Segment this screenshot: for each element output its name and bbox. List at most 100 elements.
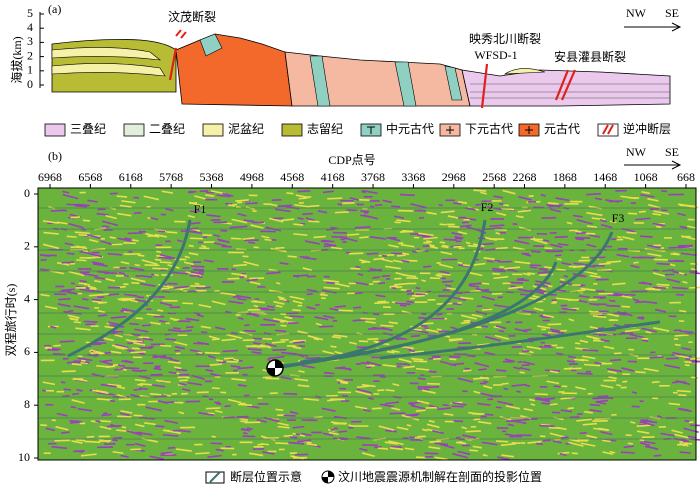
seismic-stroke <box>67 291 78 295</box>
seismic-stroke <box>60 431 70 434</box>
seismic-stroke <box>321 289 337 294</box>
seismic-stroke <box>209 363 223 367</box>
seismic-stroke <box>306 442 318 447</box>
faults <box>67 219 661 370</box>
seismic-stroke <box>414 291 428 295</box>
seismic-stroke <box>273 317 288 323</box>
seismic-stroke <box>160 356 173 359</box>
seismic-stroke <box>118 271 126 275</box>
seismic-stroke <box>484 236 497 241</box>
seismic-stroke <box>120 261 130 265</box>
legend-symbol <box>525 126 533 134</box>
seismic-stroke <box>112 436 123 440</box>
seismic-stroke <box>62 193 79 200</box>
y-tick-label: 10 <box>18 450 30 464</box>
seismic-stroke <box>251 300 265 304</box>
seismic-stroke <box>687 225 697 230</box>
seismic-stroke <box>576 372 593 375</box>
seismic-stroke <box>137 383 143 387</box>
seismic-stroke <box>262 375 272 379</box>
seismic-stroke <box>596 399 609 403</box>
x-tick-label: 6968 <box>38 170 62 184</box>
seismic-stroke <box>438 204 443 207</box>
seismic-stroke <box>81 297 89 301</box>
seismic-stroke <box>293 223 304 226</box>
seismic-stroke <box>126 430 143 436</box>
seismic-stroke <box>446 287 457 291</box>
seismic-stroke <box>521 364 531 367</box>
seismic-stroke <box>457 377 473 383</box>
seismic-stroke <box>362 444 378 447</box>
legend-swatch <box>44 123 66 137</box>
seismic-stroke <box>435 274 443 278</box>
seismic-stroke <box>486 260 494 263</box>
seismic-stroke <box>517 209 532 213</box>
seismic-stroke <box>115 346 125 350</box>
seismic-stroke <box>246 312 252 316</box>
seismic-stroke <box>264 238 272 242</box>
seismic-stroke <box>441 280 454 283</box>
seismic-stroke <box>289 436 298 439</box>
seismic-stroke <box>116 195 128 198</box>
seismic-stroke <box>363 408 371 413</box>
y-tick-label: 0 <box>24 186 30 200</box>
seismic-stroke <box>297 217 304 220</box>
seismic-stroke <box>80 359 86 362</box>
seismic-stroke <box>549 243 563 249</box>
seismic-stroke <box>86 435 95 438</box>
seismic-stroke <box>523 407 534 412</box>
seismic-stroke <box>117 212 132 217</box>
seismic-stroke <box>627 249 640 253</box>
seismic-stroke <box>413 360 428 363</box>
fault-label: F1 <box>194 202 207 216</box>
seismic-stroke <box>579 339 589 344</box>
seismic-stroke <box>649 207 660 211</box>
seismic-stroke <box>406 424 412 427</box>
seismic-stroke <box>117 364 126 367</box>
seismic-stroke <box>468 282 484 286</box>
seismic-stroke <box>42 220 59 224</box>
seismic-stroke <box>594 197 603 201</box>
seismic-stroke <box>641 421 655 427</box>
seismic-stroke <box>116 415 132 418</box>
seismic-stroke <box>366 360 382 367</box>
seismic-stroke <box>369 205 375 208</box>
seismic-stroke <box>690 267 696 271</box>
seismic-stroke <box>123 253 130 256</box>
seismic-stroke <box>219 291 236 296</box>
seismic-stroke <box>495 406 502 409</box>
seismic-stroke <box>292 274 309 277</box>
seismic-stroke <box>230 237 242 240</box>
seismic-stroke <box>323 371 335 375</box>
seismic-stroke <box>261 235 270 239</box>
seismic-stroke <box>110 315 127 319</box>
seismic-stroke <box>586 192 601 196</box>
seismic-stroke <box>567 360 575 363</box>
seismic-stroke <box>246 278 258 282</box>
seismic-stroke <box>73 305 90 310</box>
seismic-stroke <box>185 270 202 277</box>
seismic-stroke <box>334 282 350 288</box>
axes: 6968 6568 6168 5768 5368 4968 4568 4168 3768 3368… <box>18 170 695 464</box>
seismic-stroke <box>485 335 501 342</box>
seismic-stroke <box>421 389 436 394</box>
seismic-stroke <box>503 387 509 391</box>
seismic-stroke <box>395 302 411 306</box>
legend: 三叠纪 二叠纪 泥盆纪 志留纪 中元古代 下元古代 元古代 逆冲断层 <box>44 121 671 137</box>
seismic-stroke <box>230 365 241 368</box>
seismic-stroke <box>290 455 305 460</box>
plot-frame <box>37 187 697 461</box>
seismic-stroke <box>640 235 653 238</box>
seismic-stroke <box>568 318 575 322</box>
seismic-stroke <box>77 357 93 362</box>
seismic-stroke <box>87 252 103 258</box>
seismic-stroke <box>494 259 501 262</box>
seismic-stroke <box>124 237 132 241</box>
seismic-stroke <box>589 403 601 407</box>
seismic-stroke <box>249 281 261 285</box>
seismic-stroke <box>134 328 149 333</box>
seismic-stroke <box>589 234 600 238</box>
seismic-stroke <box>347 233 360 236</box>
fault-name: 安县灌县断裂 <box>554 49 626 64</box>
seismic-stroke <box>653 327 670 332</box>
